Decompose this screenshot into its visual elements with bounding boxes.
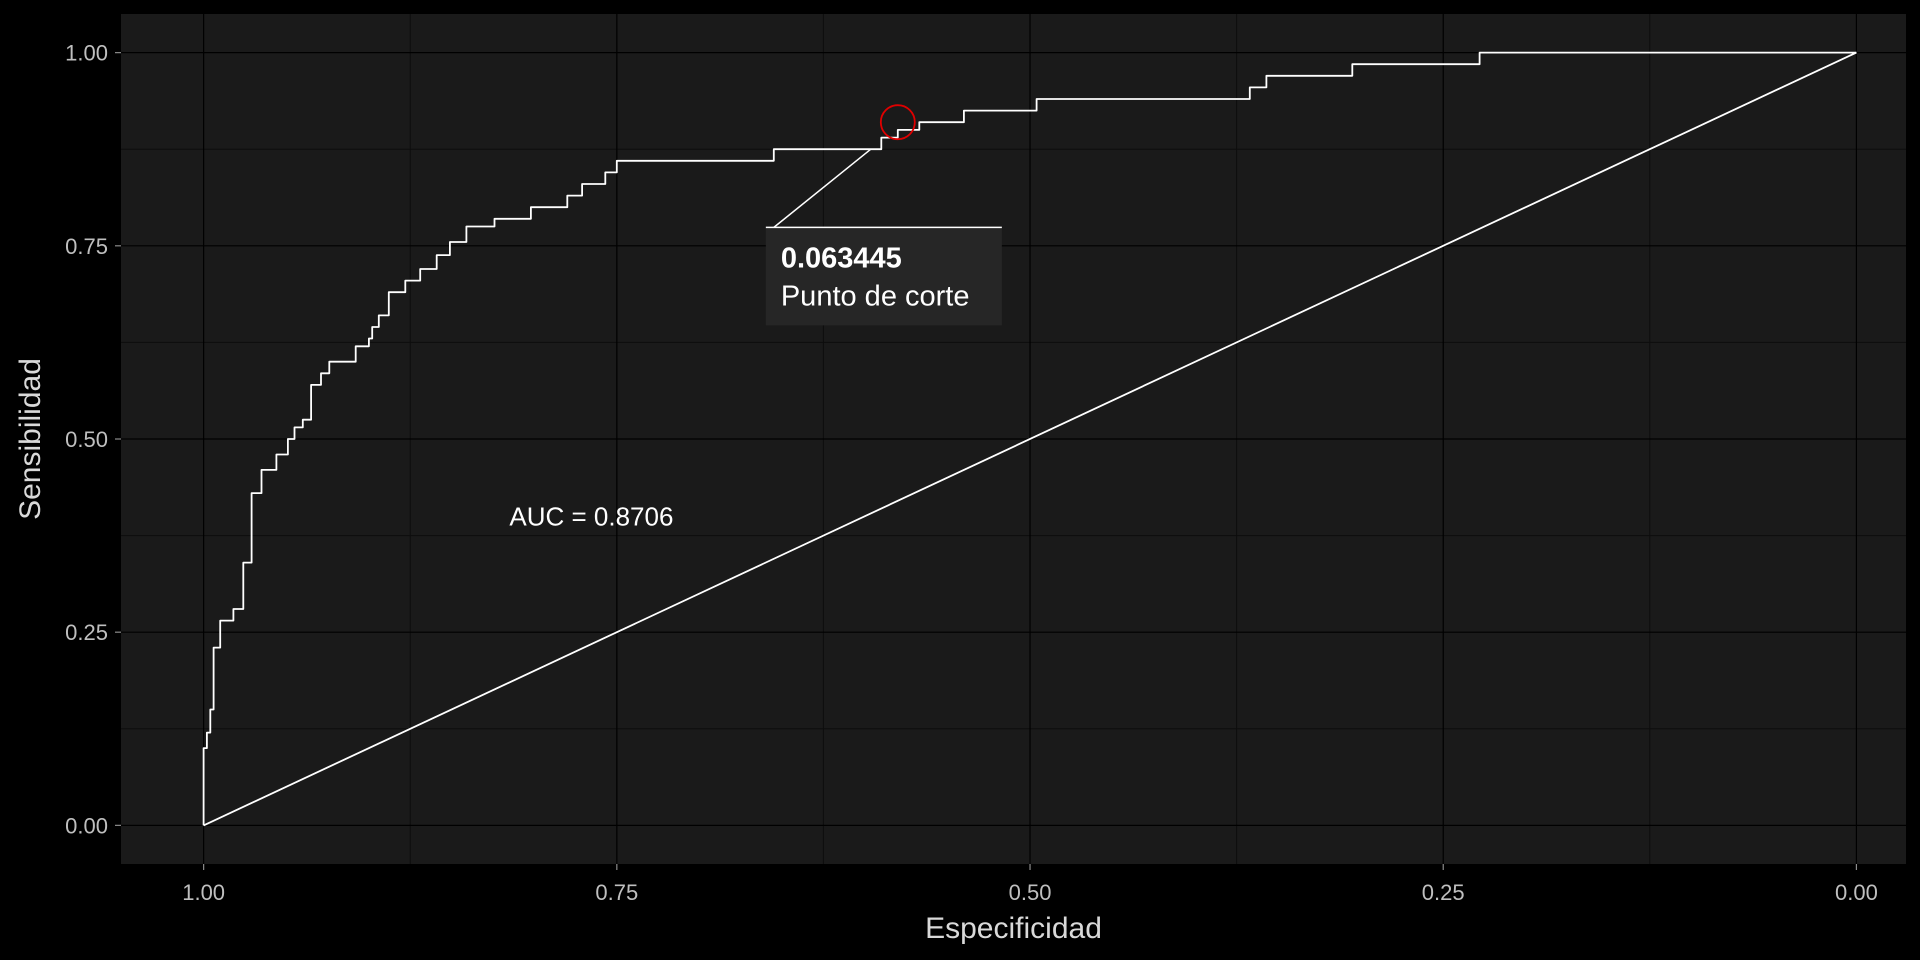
cutoff-leader-line [773,148,872,228]
series-layer [202,51,1857,827]
y-tick-label: 0.75 [65,234,108,259]
cutoff-value: 0.063445 [781,242,902,274]
y-tick-label: 0.50 [65,427,108,452]
cutoff-caption: Punto de corte [781,280,970,312]
y-tick-label: 0.00 [65,813,108,838]
y-axis-ticks: 0.00 0.25 0.50 0.75 1.00 [65,41,121,838]
x-tick-label: 0.50 [1009,880,1052,905]
cutoff-marker [879,104,916,141]
minor-gridlines [121,14,1906,864]
x-axis-title: Especificidad [925,912,1102,945]
roc-curve-line [202,51,1857,826]
cutoff-label-box [765,227,1002,326]
reference-diagonal-line [203,51,1857,827]
y-tick-label: 0.25 [65,620,108,645]
auc-label: AUC = 0.8706 [509,501,673,531]
x-tick-label: 0.25 [1422,880,1465,905]
x-tick-label: 0.00 [1835,880,1878,905]
y-tick-label: 1.00 [65,41,108,66]
y-axis-title: Sensibilidad [14,358,47,520]
annotation-layer: AUC = 0.8706 0.063445 Punto de corte [509,104,1002,531]
x-axis-ticks: 1.00 0.75 0.50 0.25 0.00 [182,864,1878,905]
x-tick-label: 0.75 [595,880,638,905]
x-tick-label: 1.00 [182,880,225,905]
